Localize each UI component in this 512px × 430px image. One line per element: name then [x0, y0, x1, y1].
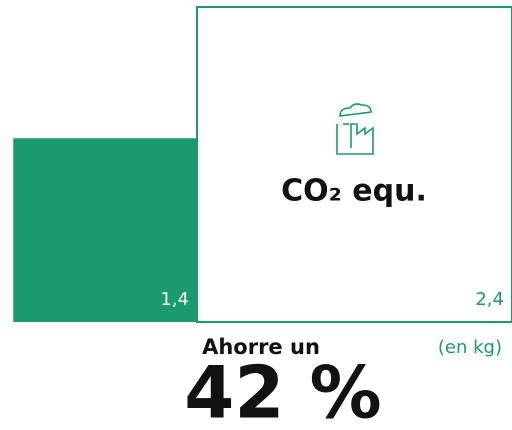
square-bar [196, 6, 512, 323]
chart-title: CO₂ equ. [281, 174, 427, 209]
annotation: Ahorre un [202, 335, 320, 359]
highlight: 42 % [184, 351, 381, 430]
value-label: 2,4 [475, 289, 504, 310]
square-bar [13, 138, 197, 322]
unit-label: (en kg) [438, 337, 502, 358]
value-label: 1,4 [160, 289, 189, 310]
factory-icon [336, 103, 374, 155]
